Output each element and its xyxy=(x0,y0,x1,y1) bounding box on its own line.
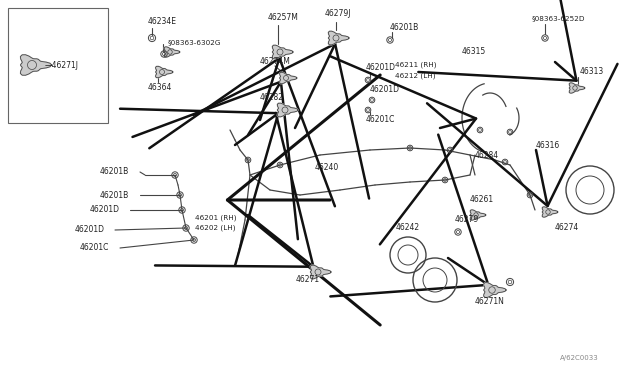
Text: 46201B: 46201B xyxy=(100,167,129,176)
Text: §08363-6302G: §08363-6302G xyxy=(168,39,221,45)
Polygon shape xyxy=(328,31,349,45)
Text: A/62C0033: A/62C0033 xyxy=(560,355,599,361)
Text: 46201C: 46201C xyxy=(366,115,396,125)
Polygon shape xyxy=(277,103,298,117)
Text: 46279J: 46279J xyxy=(325,10,351,19)
Text: 46201 (RH): 46201 (RH) xyxy=(195,215,237,221)
Text: 46201D: 46201D xyxy=(90,205,120,215)
Polygon shape xyxy=(569,83,585,93)
Polygon shape xyxy=(20,55,52,75)
Polygon shape xyxy=(310,265,331,279)
Text: 46201C: 46201C xyxy=(80,244,109,253)
Text: 46201B: 46201B xyxy=(100,190,129,199)
Text: 46201D: 46201D xyxy=(75,225,105,234)
Polygon shape xyxy=(164,47,180,57)
Polygon shape xyxy=(156,66,173,78)
Text: 46274: 46274 xyxy=(555,224,579,232)
Text: 46315: 46315 xyxy=(462,48,486,57)
Text: 46274M: 46274M xyxy=(260,58,291,67)
Text: 46212 (LH): 46212 (LH) xyxy=(395,73,435,79)
Text: 46282: 46282 xyxy=(260,93,284,103)
Text: 46201D: 46201D xyxy=(366,64,396,73)
Text: 46284: 46284 xyxy=(475,151,499,160)
Polygon shape xyxy=(542,207,558,217)
Text: 46271N: 46271N xyxy=(475,298,505,307)
Text: 46257M: 46257M xyxy=(268,13,299,22)
Text: 46364: 46364 xyxy=(148,83,172,93)
Polygon shape xyxy=(280,72,297,84)
Text: 46202 (LH): 46202 (LH) xyxy=(195,225,236,231)
Polygon shape xyxy=(272,45,293,59)
Polygon shape xyxy=(470,210,486,220)
Text: 46316: 46316 xyxy=(536,141,560,150)
Text: 46211 (RH): 46211 (RH) xyxy=(395,62,436,68)
Text: 46234E: 46234E xyxy=(148,17,177,26)
Text: —46271J: —46271J xyxy=(45,61,79,70)
Text: 46242: 46242 xyxy=(396,224,420,232)
Text: 46201D: 46201D xyxy=(370,86,400,94)
Text: 46240: 46240 xyxy=(315,164,339,173)
Polygon shape xyxy=(484,283,506,297)
Text: 46201B: 46201B xyxy=(390,23,419,32)
Text: 46313: 46313 xyxy=(580,67,604,77)
Text: 46279: 46279 xyxy=(455,215,479,224)
Text: 46261: 46261 xyxy=(470,196,494,205)
Text: 46271: 46271 xyxy=(296,276,320,285)
Text: §08363-6252D: §08363-6252D xyxy=(532,15,586,21)
